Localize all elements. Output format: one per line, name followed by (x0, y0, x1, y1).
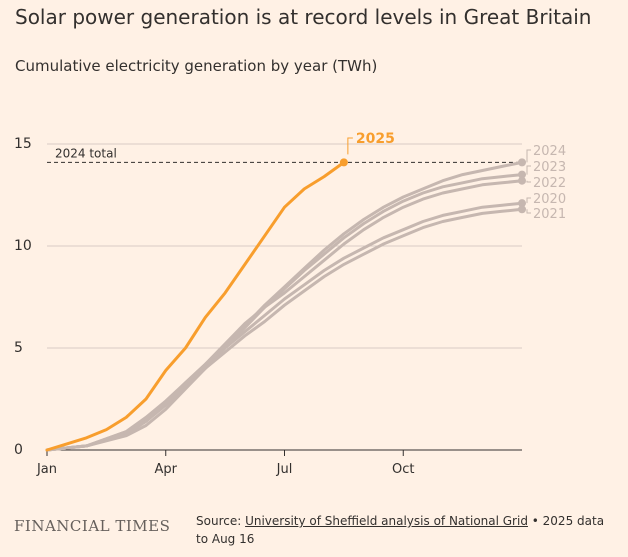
y-tick-label: 10 (14, 238, 32, 254)
source-note: Source: University of Sheffield analysis… (196, 512, 616, 548)
y-tick-label: 15 (14, 136, 32, 152)
chart-title: Solar power generation is at record leve… (15, 5, 592, 29)
series-endpoint-2024 (518, 158, 526, 167)
x-tick-label: Apr (155, 462, 178, 477)
x-tick-label: Jul (276, 462, 293, 477)
reference-layer: 2024 total (47, 146, 522, 163)
chart-subtitle: Cumulative electricity generation by yea… (15, 57, 378, 75)
grid-layer: 0 5 10 15 Jan Apr Jul Oct (14, 136, 522, 477)
series-line-2023 (45, 173, 524, 452)
series-leader-2023 (526, 165, 531, 175)
series-leader-2024 (526, 149, 531, 163)
series-label-2020: 2020 (533, 192, 566, 207)
series-leader-2025 (347, 137, 353, 155)
source-suffix: • 2025 data to Aug 16 (196, 514, 605, 546)
series-line-2021 (45, 207, 524, 452)
series-endpoint-2022 (518, 176, 526, 185)
series-label-2022: 2022 (533, 176, 566, 191)
y-tick-label: 5 (14, 340, 23, 356)
x-tick-label: Oct (392, 462, 414, 477)
series-label-2024: 2024 (533, 144, 566, 159)
series-leader-2021 (526, 209, 531, 214)
series-leader-2022 (526, 180, 531, 183)
source-prefix: Source: (196, 514, 246, 528)
series-endpoint-2025 (339, 158, 348, 167)
series-label-2023: 2023 (533, 160, 566, 175)
x-tick-label: Jan (36, 462, 57, 477)
series-line-2022 (45, 179, 524, 452)
reference-label-2024-total: 2024 total (55, 146, 117, 160)
ft-logo: FINANCIAL TIMES (14, 517, 171, 535)
y-tick-label: 0 (14, 442, 23, 458)
series-layer (45, 158, 526, 452)
series-line-2020 (45, 201, 524, 452)
source-link[interactable]: University of Sheffield analysis of Nati… (245, 514, 528, 528)
series-line-2025 (45, 160, 346, 452)
series-label-2025: 2025 (356, 131, 395, 147)
series-endpoint-2021 (518, 205, 526, 214)
series-leader-2020 (526, 197, 531, 204)
series-label-2021: 2021 (533, 207, 566, 222)
series-endpoint-2023 (518, 170, 526, 179)
series-endpoint-2020 (518, 199, 526, 208)
